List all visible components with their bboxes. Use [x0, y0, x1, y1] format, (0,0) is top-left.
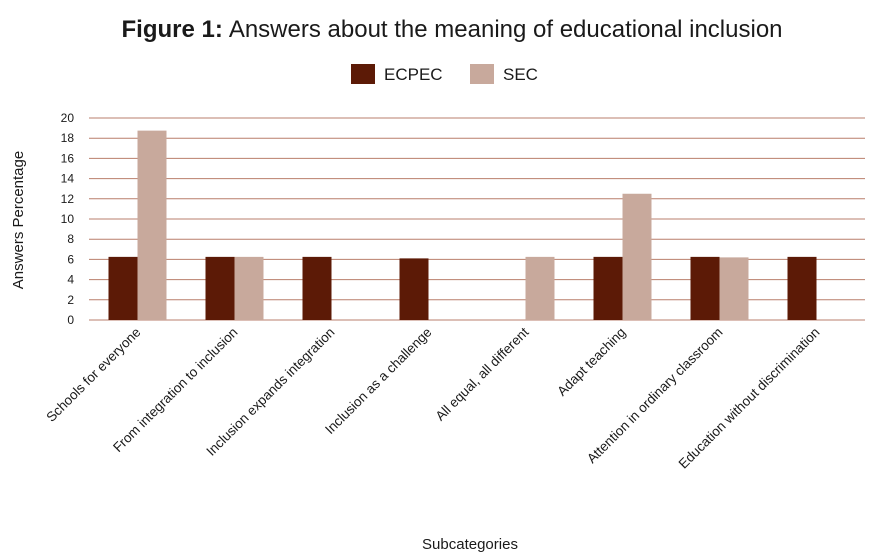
x-tick-label: Schools for everyone	[43, 325, 143, 425]
y-axis-label: Answers Percentage	[10, 151, 27, 289]
bar-sec	[234, 256, 264, 320]
bar-sec	[622, 193, 652, 320]
x-tick-label: Inclusion as a challenge	[322, 325, 435, 438]
x-tick-label: Adapt teaching	[554, 325, 628, 399]
x-tick-label: All equal, all different	[433, 324, 532, 423]
y-axis-ticks: 0 2 4 6 8 10 12 14 16 18 20	[61, 111, 75, 327]
y-tick-label: 16	[61, 151, 75, 165]
bar-ecpec	[302, 256, 332, 320]
chart-title: Figure 1: Answers about the meaning of ed…	[121, 16, 782, 43]
bar-ecpec	[108, 256, 138, 320]
legend-label: ECPEC	[384, 65, 443, 84]
y-tick-label: 0	[67, 313, 74, 327]
y-tick-label: 12	[61, 192, 75, 206]
y-tick-label: 14	[61, 172, 75, 186]
bars	[108, 130, 817, 320]
y-tick-label: 6	[67, 252, 74, 266]
figure-label: Figure 1:	[121, 16, 222, 43]
y-tick-label: 4	[67, 273, 74, 287]
gridlines	[89, 117, 865, 321]
bar-sec	[137, 130, 167, 320]
bar-ecpec	[690, 256, 720, 320]
bar-ecpec	[787, 256, 817, 320]
bar-sec	[525, 256, 555, 320]
legend-label: SEC	[503, 65, 538, 84]
y-tick-label: 8	[67, 232, 74, 246]
y-tick-label: 20	[61, 111, 75, 125]
x-axis-label: Subcategories	[422, 536, 518, 553]
legend-swatch	[470, 64, 494, 84]
bar-ecpec	[399, 258, 429, 320]
y-tick-label: 2	[67, 293, 74, 307]
y-tick-label: 18	[61, 131, 75, 145]
bar-ecpec	[593, 256, 623, 320]
bar-sec	[719, 257, 749, 320]
y-tick-label: 10	[61, 212, 75, 226]
legend: ECPEC SEC	[351, 64, 538, 84]
bar-ecpec	[205, 256, 235, 320]
chart-title-text: Answers about the meaning of educational…	[229, 16, 783, 43]
legend-swatch	[351, 64, 375, 84]
